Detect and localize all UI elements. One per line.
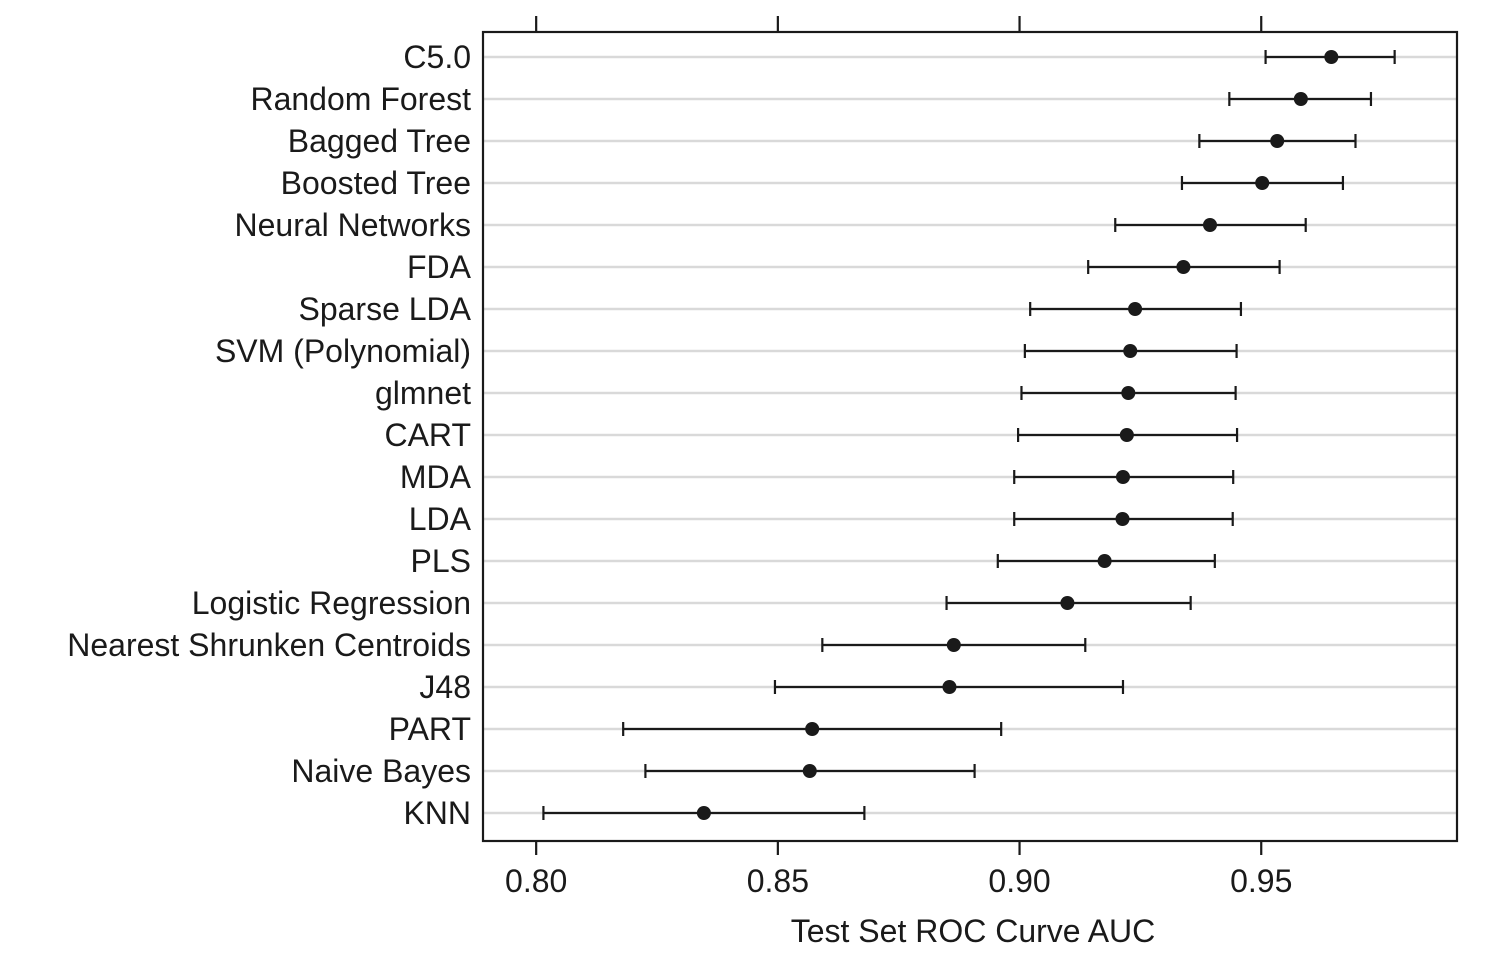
model-label: J48 [419,669,471,705]
estimate-point [1293,92,1308,106]
estimate-point [1128,302,1143,316]
model-labels: C5.0 Random Forest Bagged Tree Boosted Tree… [67,39,471,831]
model-label: PLS [411,543,471,579]
model-label: Logistic Regression [192,585,471,621]
model-label: CART [384,417,471,453]
model-label: PART [389,711,471,747]
estimate-point [1255,176,1270,190]
estimate-point [1202,218,1217,232]
x-axis-ticks: 0.80 0.85 0.90 0.95 [505,16,1292,899]
estimate-point [696,806,711,820]
gridlines [484,55,1456,815]
model-label: LDA [409,501,472,537]
confidence-intervals [542,50,1396,820]
model-label: KNN [403,795,471,831]
estimate-point [1060,596,1075,610]
estimate-point [1270,134,1285,148]
estimate-point [1121,386,1136,400]
x-tick-label: 0.85 [747,863,809,899]
model-label: Sparse LDA [298,291,471,327]
model-label: MDA [400,459,472,495]
estimate-point [1115,470,1130,484]
model-label: FDA [407,249,472,285]
estimate-point [942,680,957,694]
x-tick-label: 0.95 [1230,863,1292,899]
estimate-point [1123,344,1138,358]
x-axis-title: Test Set ROC Curve AUC [791,913,1156,949]
estimate-points [696,50,1339,820]
model-label: Nearest Shrunken Centroids [67,627,471,663]
model-label: Boosted Tree [281,165,471,201]
estimate-point [1115,512,1130,526]
model-label: Naive Bayes [291,753,471,789]
plot-frame [481,30,1459,843]
x-tick-label: 0.80 [505,863,567,899]
model-label: glmnet [375,375,471,411]
model-label: Random Forest [250,81,471,117]
estimate-point [1176,260,1191,274]
estimate-point [802,764,817,778]
estimate-point [805,722,820,736]
estimate-point [946,638,961,652]
estimate-point [1324,50,1339,64]
model-label: SVM (Polynomial) [215,333,471,369]
model-label: Neural Networks [234,207,471,243]
model-label: Bagged Tree [288,123,471,159]
estimate-point [1097,554,1112,568]
model-label: C5.0 [403,39,471,75]
estimate-point [1119,428,1134,442]
x-tick-label: 0.90 [988,863,1050,899]
